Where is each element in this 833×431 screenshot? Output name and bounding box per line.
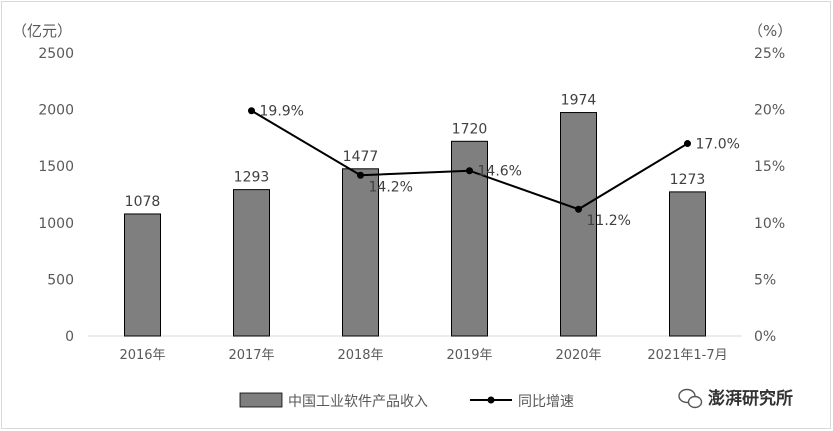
bar-series — [124, 112, 706, 337]
legend-line-label: 同比增速 — [518, 394, 574, 410]
x-axis-tick: 2019年 — [446, 348, 492, 363]
line-value-label: 14.6% — [478, 164, 522, 180]
bar — [233, 189, 270, 337]
bar-value-label: 1477 — [343, 149, 379, 165]
bar-data-labels: 1078 1293 1477 1720 1974 1273 — [125, 93, 706, 210]
bar-value-label: 1273 — [670, 172, 706, 188]
right-axis-tick: 5% — [754, 272, 776, 288]
legend-line-marker — [487, 396, 495, 404]
bar — [560, 112, 597, 337]
legend: 中国工业软件产品收入 同比增速 — [239, 392, 574, 410]
line-value-label: 14.2% — [369, 179, 413, 195]
watermark-text: 澎湃研究所 — [708, 388, 793, 409]
left-axis-unit: （亿元） — [12, 22, 72, 40]
x-axis-tick: 2021年1-7月 — [647, 348, 727, 363]
right-axis-tick: 20% — [754, 103, 785, 119]
line-point — [575, 205, 582, 213]
right-axis-tick: 0% — [754, 329, 776, 345]
bar-value-label: 1078 — [125, 194, 161, 210]
wechat-icon — [678, 388, 703, 409]
x-axis-tick: 2016年 — [119, 348, 165, 363]
left-axis-tick: 2000 — [38, 103, 74, 119]
x-axis-ticks: 2016年 2017年 2018年 2019年 2020年 2021年1-7月 — [119, 348, 727, 363]
left-axis-tick: 2500 — [38, 46, 74, 62]
left-axis-tick: 1500 — [38, 159, 74, 175]
line-point — [248, 107, 255, 115]
line-point — [357, 171, 364, 179]
x-axis-tick: 2020年 — [555, 348, 601, 363]
line-point — [466, 167, 473, 175]
legend-bar-label: 中国工业软件产品收入 — [288, 394, 428, 410]
watermark: 澎湃研究所 — [678, 388, 793, 409]
bar-value-label: 1720 — [452, 121, 488, 137]
line-point — [684, 140, 691, 148]
right-axis-unit: （%） — [748, 22, 792, 40]
right-axis-tick: 25% — [754, 46, 785, 62]
bar — [124, 213, 161, 337]
x-axis-tick: 2018年 — [337, 348, 383, 363]
left-axis: （亿元） 0 500 1000 1500 2000 2500 — [12, 22, 74, 345]
bar-value-label: 1293 — [234, 170, 270, 186]
line-value-label: 19.9% — [260, 104, 304, 120]
line-series: 19.9% 14.2% 14.6% 11.2% 17.0% — [248, 104, 740, 229]
bar — [669, 191, 706, 337]
right-axis: （%） 0% 5% 10% 15% 20% 25% — [748, 22, 792, 345]
line-value-label: 11.2% — [587, 213, 631, 229]
line-value-label: 17.0% — [696, 137, 740, 153]
x-axis-tick: 2017年 — [228, 348, 274, 363]
left-axis-tick: 1000 — [38, 216, 74, 232]
right-axis-tick: 15% — [754, 159, 785, 175]
right-axis-tick: 10% — [754, 216, 785, 232]
legend-bar-swatch — [239, 392, 283, 408]
bar — [342, 168, 379, 337]
bar-value-label: 1974 — [561, 93, 597, 109]
left-axis-tick: 500 — [47, 272, 74, 288]
left-axis-tick: 0 — [65, 329, 74, 345]
